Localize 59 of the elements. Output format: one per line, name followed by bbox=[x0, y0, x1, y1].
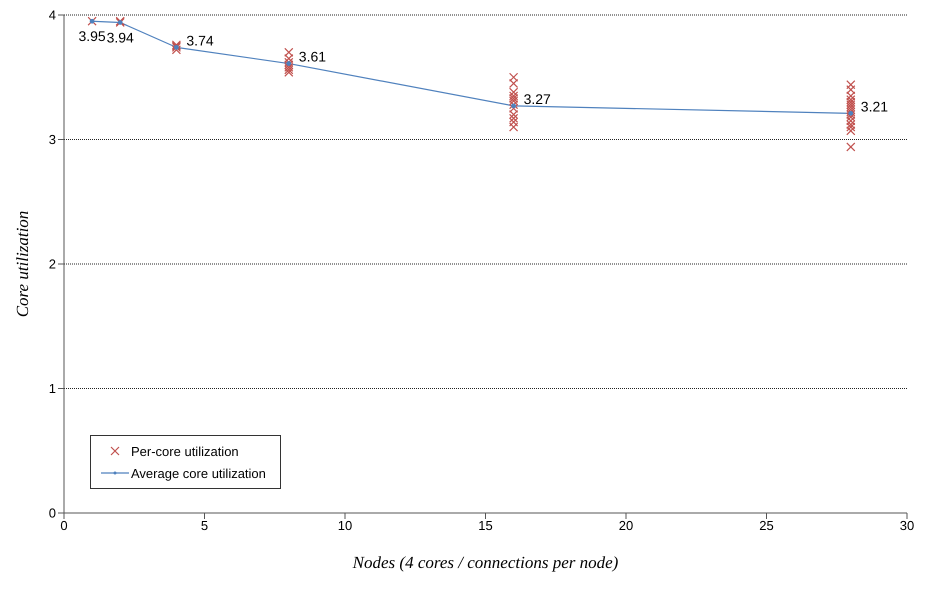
y-tick-label: 3 bbox=[48, 132, 56, 148]
point bbox=[846, 126, 856, 136]
point bbox=[509, 72, 518, 82]
point bbox=[509, 94, 518, 104]
point bbox=[284, 65, 294, 74]
y-tick-label: 4 bbox=[48, 8, 56, 23]
point bbox=[509, 88, 518, 97]
point bbox=[846, 91, 856, 101]
point bbox=[846, 85, 856, 94]
y-tick-label: 1 bbox=[48, 381, 56, 396]
y-tick-label: 2 bbox=[48, 256, 56, 272]
point bbox=[846, 100, 856, 110]
point bbox=[846, 120, 856, 130]
point bbox=[88, 16, 97, 26]
point bbox=[284, 48, 294, 57]
point bbox=[509, 78, 518, 88]
y-axis-title: Core utilization bbox=[13, 210, 32, 318]
point bbox=[509, 110, 518, 120]
data-label: 3.94 bbox=[106, 29, 134, 46]
legend-label: Average core utilization bbox=[131, 466, 266, 480]
point bbox=[284, 54, 294, 64]
point bbox=[846, 98, 856, 107]
y-tick-label: 0 bbox=[48, 506, 56, 521]
x-axis-title: Nodes (4 cores / connections per node) bbox=[352, 553, 619, 572]
point bbox=[846, 105, 856, 114]
point bbox=[118, 20, 123, 25]
point bbox=[284, 68, 294, 77]
point bbox=[846, 102, 856, 112]
data-label: 3.61 bbox=[298, 48, 326, 65]
point bbox=[511, 103, 516, 108]
point bbox=[846, 122, 856, 132]
x-tick-label: 30 bbox=[900, 518, 914, 534]
data-label: 3.21 bbox=[860, 98, 888, 114]
point bbox=[846, 142, 856, 152]
x-tick-label: 0 bbox=[60, 518, 68, 534]
point bbox=[509, 91, 518, 101]
point bbox=[509, 117, 518, 127]
point bbox=[172, 45, 181, 54]
data-label: 3.74 bbox=[186, 32, 214, 48]
x-tick-label: 15 bbox=[478, 518, 493, 534]
point bbox=[509, 122, 518, 132]
legend-label: Per-core utilization bbox=[131, 444, 239, 458]
point bbox=[284, 62, 294, 72]
point bbox=[509, 114, 518, 123]
point bbox=[174, 44, 179, 50]
x-tick-label: 5 bbox=[200, 518, 208, 534]
point bbox=[846, 80, 856, 90]
x-tick-label: 20 bbox=[618, 518, 634, 534]
data-label: 3.95 bbox=[78, 28, 106, 44]
point bbox=[848, 110, 854, 116]
data-label: 3.27 bbox=[524, 90, 552, 107]
point bbox=[846, 95, 856, 104]
point bbox=[846, 116, 856, 126]
x-tick-label: 25 bbox=[759, 518, 774, 534]
point bbox=[509, 104, 518, 113]
point bbox=[286, 61, 292, 66]
x-tick-label: 10 bbox=[338, 518, 352, 534]
point bbox=[90, 18, 94, 24]
point bbox=[509, 96, 518, 106]
